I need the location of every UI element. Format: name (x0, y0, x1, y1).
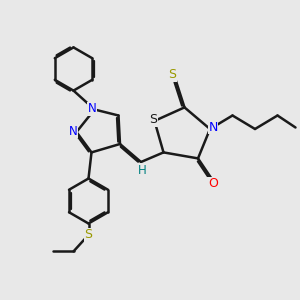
Text: S: S (169, 68, 176, 82)
Text: S: S (85, 228, 92, 242)
Text: N: N (88, 102, 97, 116)
Text: O: O (208, 177, 218, 190)
Text: N: N (68, 125, 77, 138)
Text: N: N (208, 121, 218, 134)
Text: S: S (149, 113, 157, 126)
Text: H: H (138, 164, 147, 177)
